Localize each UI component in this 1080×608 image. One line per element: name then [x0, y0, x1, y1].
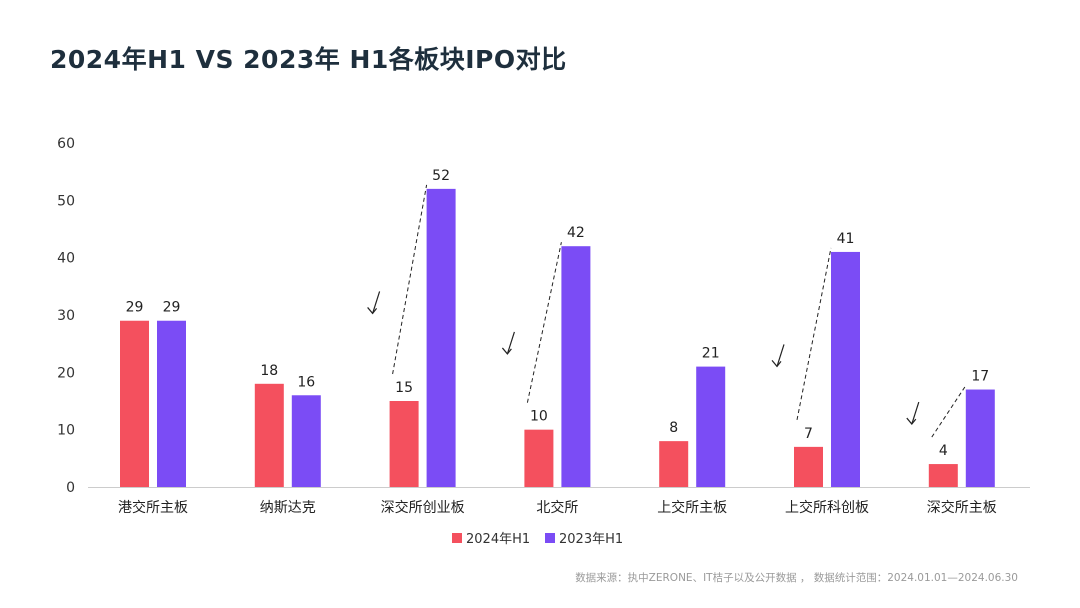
x-tick-label: 港交所主板: [118, 499, 188, 516]
legend-label: 2024年H1: [466, 532, 530, 547]
y-tick-label: 40: [57, 251, 75, 267]
x-tick-label: 深交所创业板: [381, 499, 465, 516]
y-tick-label: 30: [57, 308, 75, 324]
data-label: 8: [669, 420, 678, 436]
data-label: 10: [530, 409, 548, 425]
bar-2024h1: [254, 383, 284, 487]
y-tick-label: 20: [57, 365, 75, 381]
down-arrow-icon: [771, 360, 782, 368]
data-label: 52: [432, 168, 450, 184]
data-label: 29: [126, 300, 144, 316]
x-tick-label: 上交所主板: [657, 499, 727, 516]
data-label: 18: [260, 363, 278, 379]
down-arrow-icon: [506, 331, 515, 355]
dashed-trend-line: [796, 247, 832, 420]
bar-2024h1: [928, 464, 958, 487]
data-label: 29: [163, 300, 181, 316]
down-arrow-icon: [776, 344, 785, 367]
down-arrow-icon: [372, 291, 381, 314]
legend-label: 2023年H1: [559, 532, 623, 547]
bar-2023h1: [426, 188, 456, 487]
data-label: 17: [971, 369, 989, 385]
x-tick-label: 上交所科创板: [785, 499, 869, 516]
bar-2023h1: [157, 320, 186, 487]
legend-swatch: [545, 533, 555, 543]
y-tick-label: 10: [57, 423, 75, 439]
bar-2023h1: [561, 246, 591, 487]
dashed-trend-line: [526, 242, 562, 403]
source-note: 数据来源：执中ZERONE、IT桔子以及公开数据 ， 数据统计范围：2024.0…: [575, 572, 1018, 584]
x-tick-label: 纳斯达克: [260, 500, 316, 516]
bar-2024h1: [120, 320, 149, 487]
down-arrow-icon: [501, 347, 512, 355]
bar-2024h1: [524, 429, 554, 487]
dashed-trend-line: [392, 184, 428, 375]
data-label: 42: [567, 225, 585, 241]
down-arrow-icon: [906, 417, 917, 426]
bar-2024h1: [389, 401, 419, 487]
chart-title: 2024年H1 VS 2023年 H1各板块IPO对比: [50, 45, 567, 74]
data-label: 7: [804, 426, 813, 442]
bar-2023h1: [965, 389, 995, 487]
bar-2024h1: [794, 446, 823, 487]
y-tick-label: 0: [66, 480, 75, 496]
data-label: 21: [702, 346, 720, 362]
x-tick-label: 深交所主板: [927, 499, 997, 516]
data-label: 41: [837, 231, 855, 247]
down-arrow-icon: [367, 307, 378, 315]
bar-2023h1: [696, 366, 726, 487]
bar-2023h1: [831, 251, 860, 487]
data-label: 15: [395, 380, 413, 396]
down-arrow-icon: [911, 401, 920, 425]
y-tick-label: 50: [57, 193, 75, 209]
bar-2023h1: [291, 395, 321, 487]
legend-swatch: [452, 533, 462, 543]
dashed-trend-line: [931, 385, 967, 438]
bar-2024h1: [659, 441, 689, 487]
data-label: 4: [939, 443, 948, 459]
data-label: 16: [297, 374, 315, 390]
y-tick-label: 60: [57, 136, 75, 152]
x-tick-label: 北交所: [536, 499, 578, 516]
